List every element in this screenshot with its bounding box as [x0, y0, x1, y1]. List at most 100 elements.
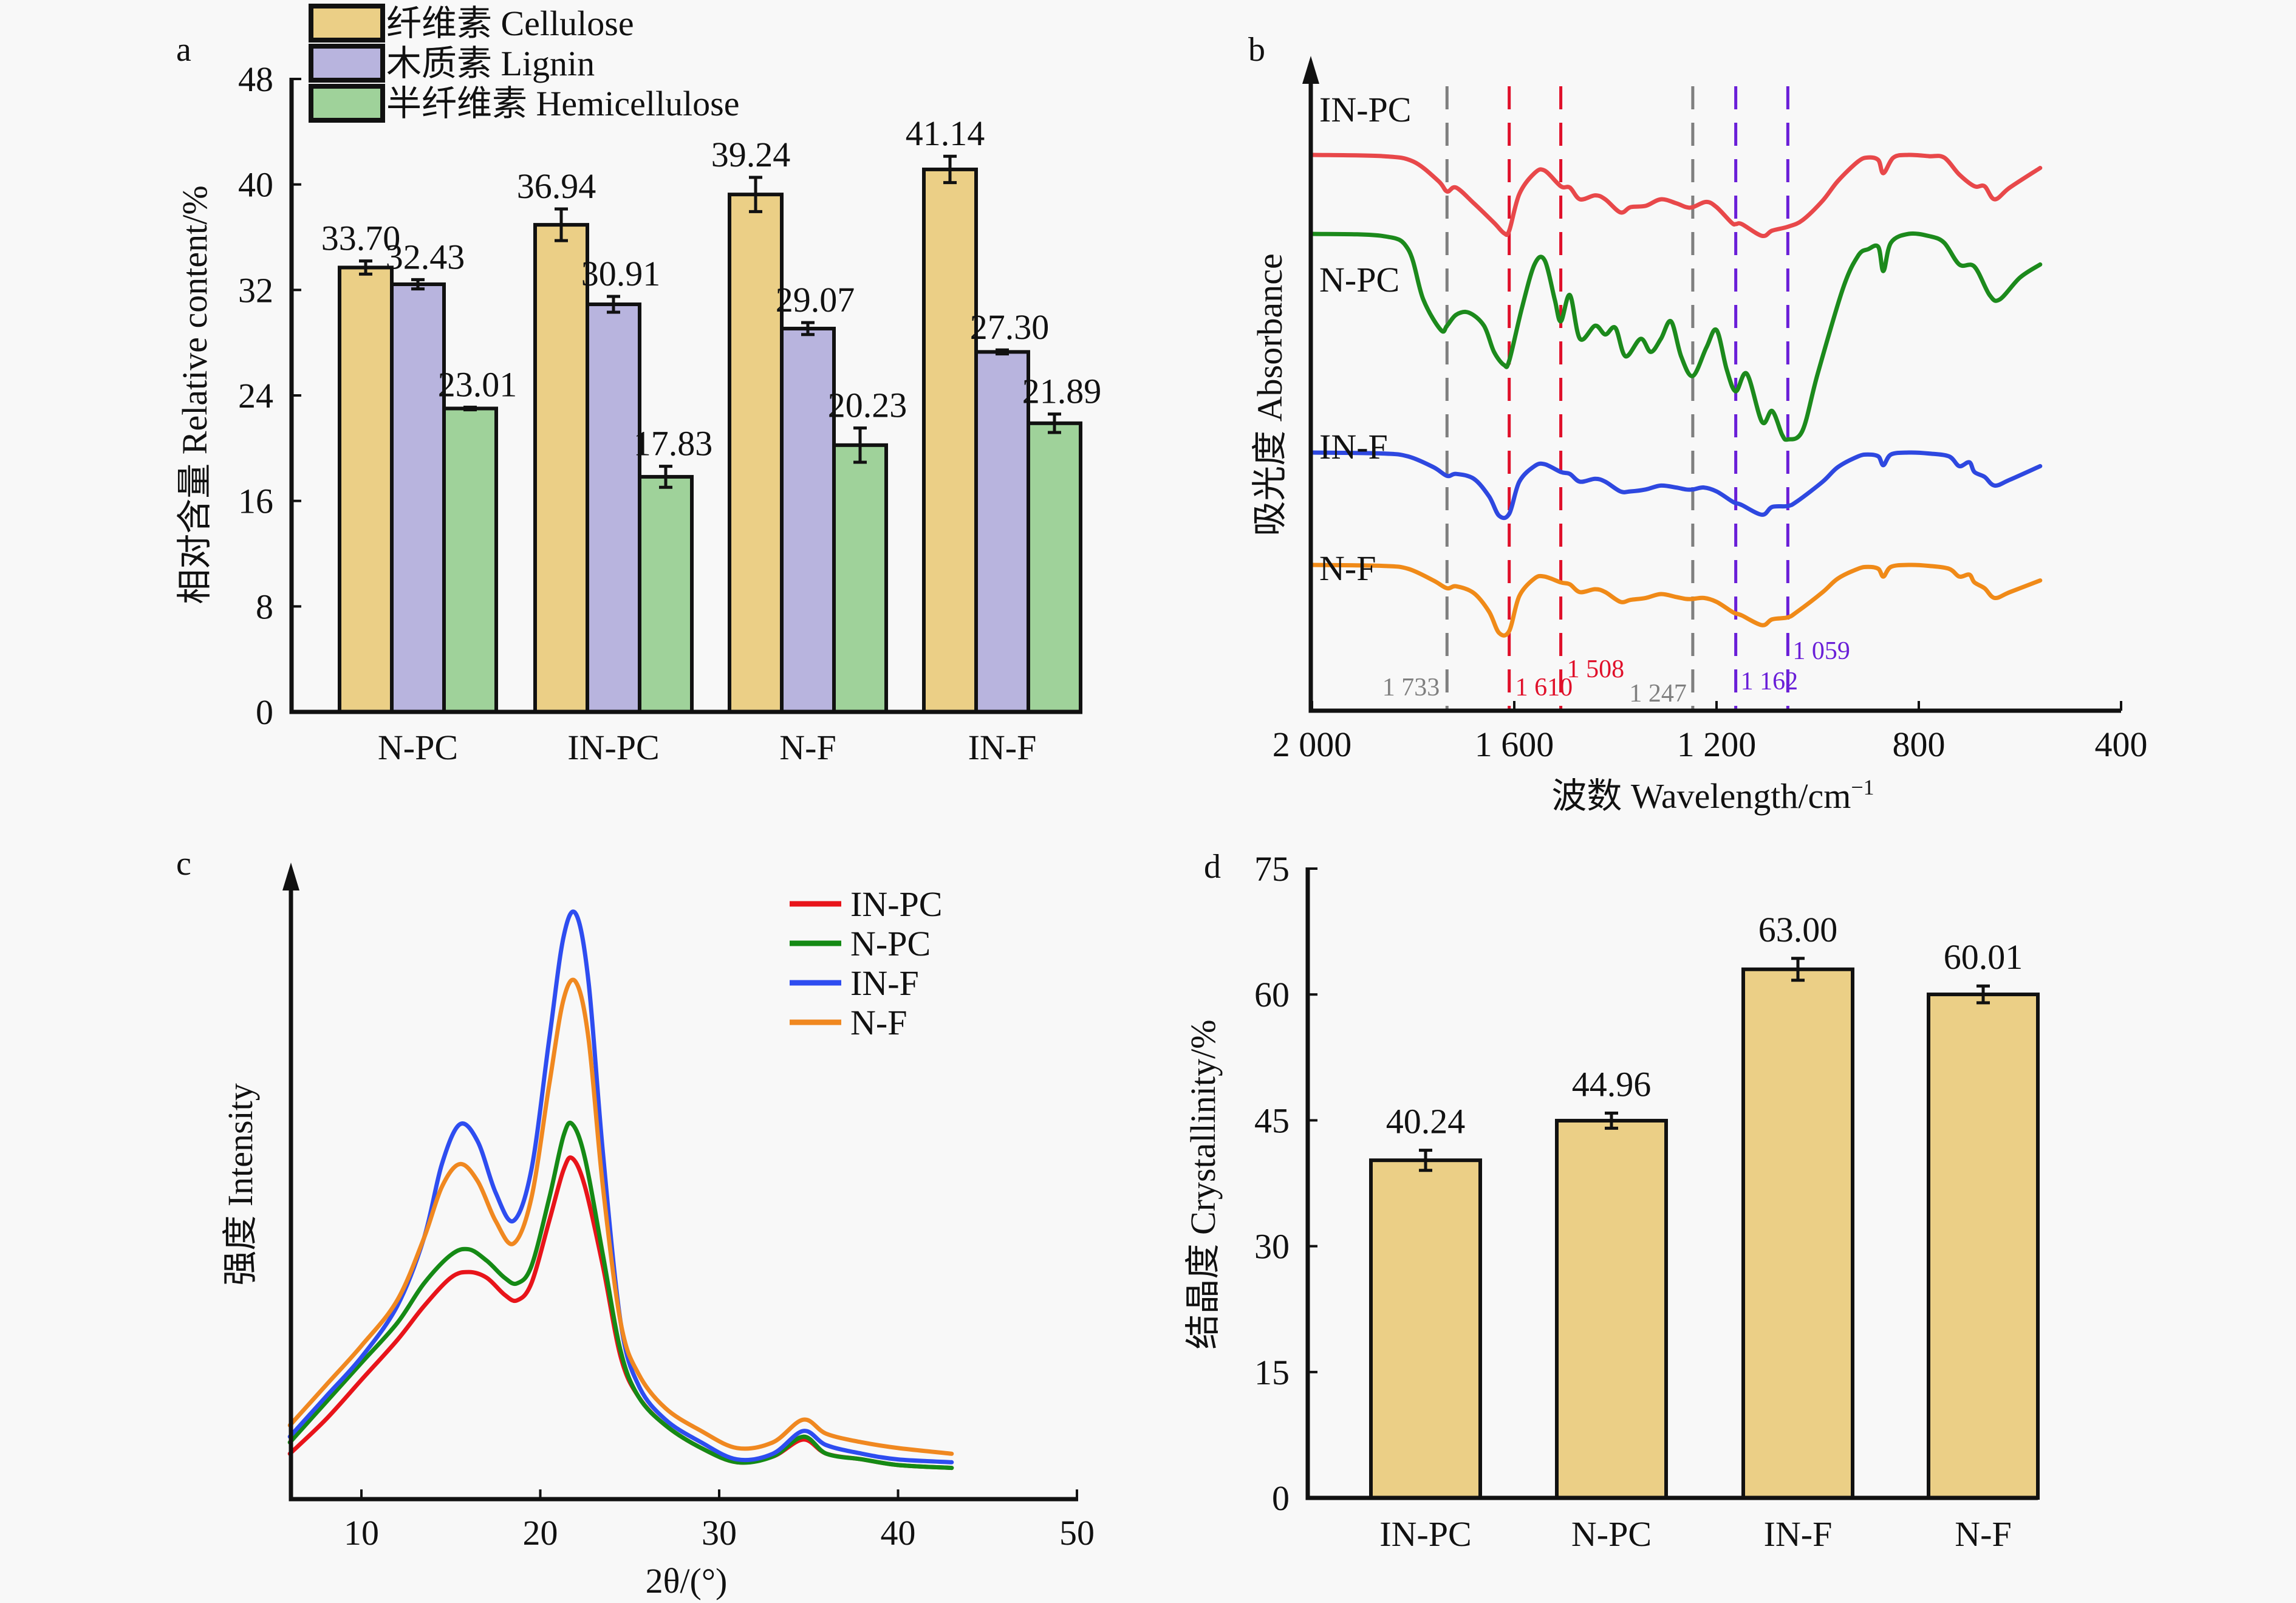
panel-a-legend-label: 纤维素 Cellulose — [386, 4, 634, 43]
panel-b-curve-label: N-F — [1319, 549, 1376, 588]
panel-a-bar — [390, 282, 446, 714]
panel-a-bar — [338, 265, 394, 714]
panel-c-x-tick-label: 40 — [881, 1513, 916, 1553]
panel-a-value-label: 32.43 — [386, 237, 465, 276]
panel-c-x-axis-title: 2θ/(°) — [646, 1561, 728, 1601]
panel-c-legend-label: IN-PC — [850, 884, 942, 924]
panel-a-legend-label: 木质素 Lignin — [386, 44, 595, 83]
panel-c-letter: c — [176, 845, 191, 883]
panel-b-curve — [1310, 231, 2043, 442]
panel-a-bar — [638, 474, 694, 714]
panel-d-axes — [1305, 867, 2038, 1500]
panel-b-x-tick-label: 800 — [1893, 725, 1946, 764]
panel-a-error-bar — [411, 278, 425, 291]
panel-a-bar — [974, 350, 1030, 714]
panel-d-bar — [1555, 1118, 1668, 1500]
panel-a-bar — [922, 167, 978, 714]
panel-a-legend-swatch — [309, 44, 385, 83]
panel-a-error-bar — [463, 405, 477, 412]
panel-a-value-label: 23.01 — [438, 364, 518, 404]
panel-b-peak-label: 1 610 — [1515, 674, 1573, 702]
panel-a-bar — [728, 193, 784, 714]
panel-a-error-bar — [359, 259, 372, 276]
panel-c-xrd-chart: c 强度 Intensity 10 20 30 40 50 2θ/(°) IN-PCN-… — [176, 845, 1095, 1601]
panel-d-y-ticks: 0 15 30 45 60 75 — [1254, 849, 1317, 1518]
panel-a-y-tick-label: 48 — [238, 60, 273, 99]
panel-b-peak-label: 1 508 — [1567, 655, 1625, 683]
panel-d-error-bar — [1791, 957, 1805, 982]
panel-d-y-tick-label: 45 — [1254, 1101, 1290, 1140]
panel-a-letter: a — [176, 31, 191, 69]
panel-c-x-tick-label: 20 — [523, 1513, 558, 1553]
panel-b-letter: b — [1248, 31, 1265, 69]
panel-a-legend-swatch — [309, 4, 385, 43]
panel-b-curve — [1310, 562, 2043, 638]
panel-b-curve-label: N-PC — [1319, 260, 1399, 299]
panel-a-category-label: IN-PC — [567, 728, 659, 767]
panel-a-y-tick-label: 16 — [238, 482, 273, 521]
panel-d-category-label: IN-PC — [1379, 1514, 1471, 1554]
panel-a-value-label: 39.24 — [711, 135, 791, 174]
panel-a-bar — [533, 223, 589, 714]
panel-b-curve — [1310, 152, 2043, 239]
panel-c-legend-label: N-PC — [850, 924, 931, 963]
panel-a-axes — [289, 78, 1082, 714]
panel-b-x-tick-label: 1 600 — [1475, 725, 1554, 764]
panel-d-y-tick-label: 30 — [1254, 1227, 1290, 1266]
panel-a-bar — [832, 443, 888, 714]
panel-a-bars: 33.70 36.94 39.24 41.14 32.43 30.91 29.07 27.30… — [321, 114, 1102, 714]
panel-b-peak-label: 1 059 — [1792, 637, 1850, 665]
panel-d-y-tick-label: 15 — [1254, 1353, 1290, 1392]
panel-a-error-bar — [943, 154, 957, 185]
panel-a-value-label: 29.07 — [776, 280, 855, 320]
panel-b-y-axis-title: 吸光度 Absorbance — [1250, 253, 1290, 536]
panel-b-peak-label: 1 733 — [1382, 674, 1440, 702]
panel-d-y-tick-label: 60 — [1254, 975, 1290, 1014]
panel-a-error-bar — [607, 295, 620, 314]
panel-b-curves: IN-PC N-PC IN-F N-F — [1310, 90, 2043, 638]
panel-a-category-label: N-PC — [378, 728, 458, 767]
panel-c-x-tick-label: 50 — [1059, 1513, 1095, 1553]
panel-a-y-tick-label: 32 — [238, 270, 273, 310]
panel-a-x-categories: N-PC IN-PC N-F IN-F — [378, 728, 1036, 767]
panel-a-y-tick-label: 24 — [238, 376, 273, 415]
panel-c-legend-label: N-F — [850, 1003, 907, 1042]
panel-b-x-tick-label: 2 000 — [1273, 725, 1352, 764]
panel-d-letter: d — [1204, 848, 1221, 886]
panel-c-legend-label: IN-F — [850, 963, 919, 1003]
panel-d-error-bar — [1605, 1112, 1618, 1130]
panel-d-y-axis-title: 结晶度 Crystallinity/% — [1183, 1020, 1223, 1350]
panel-a-error-bar — [659, 465, 672, 489]
panel-a-error-bar — [555, 207, 568, 242]
panel-c-x-ticks: 10 20 30 40 50 — [344, 1489, 1095, 1553]
panel-a-y-axis-title: 相对含量 Relative content/% — [175, 185, 214, 604]
panel-a-error-bar — [749, 176, 762, 213]
panel-b-x-tick-label: 1 200 — [1677, 725, 1757, 764]
panel-d-bars: 40.24 44.96 63.00 60.01 — [1369, 910, 2040, 1500]
panel-c-x-tick-label: 30 — [702, 1513, 737, 1553]
panel-c-x-tick-label: 10 — [344, 1513, 379, 1553]
panel-d-y-tick-label: 0 — [1272, 1478, 1290, 1518]
panel-b-y-axis-arrow-icon — [1302, 56, 1319, 84]
panel-a-value-label: 27.30 — [970, 307, 1050, 347]
panel-b-curve — [1310, 450, 2043, 521]
panel-a-value-label: 21.89 — [1022, 372, 1102, 411]
panel-a-value-label: 41.14 — [906, 114, 985, 153]
panel-a-value-label: 17.83 — [634, 424, 713, 463]
panel-b-x-tick-label: 400 — [2095, 725, 2148, 764]
panel-a-error-bar — [1048, 412, 1061, 434]
panel-b-x-axis-title: 波数 Wavelength/cm−1 — [1551, 775, 1874, 816]
panel-c-curve — [287, 1120, 954, 1471]
panel-a-value-label: 36.94 — [517, 166, 596, 206]
panel-a-error-bar — [801, 321, 815, 337]
panel-c-curve — [287, 977, 954, 1456]
panel-a-y-ticks: 0 8 16 24 32 40 48 — [238, 60, 301, 732]
panel-d-category-label: N-PC — [1571, 1514, 1652, 1554]
panel-b-curve-label: IN-F — [1319, 427, 1388, 467]
panel-c-curves — [287, 909, 954, 1471]
panel-a-bar — [780, 326, 836, 714]
